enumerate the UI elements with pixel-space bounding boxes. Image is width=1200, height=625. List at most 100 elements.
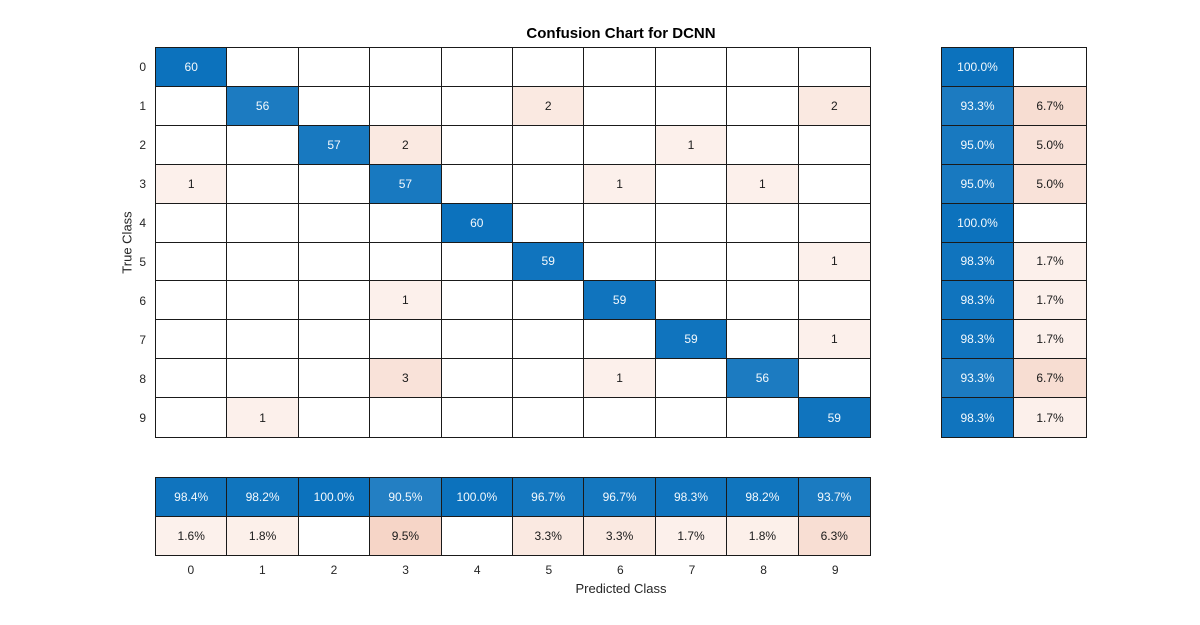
matrix-cell bbox=[513, 281, 585, 321]
column-summary: 98.4% 98.2% 100.0% 90.5% 100.0% 96.7% 96.7% 98.… bbox=[155, 477, 871, 556]
matrix-cell bbox=[227, 359, 299, 399]
matrix-cell bbox=[298, 320, 371, 360]
matrix-cell bbox=[441, 398, 513, 437]
matrix-cell bbox=[727, 86, 799, 126]
matrix-cell bbox=[441, 164, 513, 204]
col-summary-correct-cell: 90.5% bbox=[370, 478, 442, 517]
row-summary-incorrect-cell: 5.0% bbox=[1014, 125, 1086, 165]
chart-title: Confusion Chart for DCNN bbox=[526, 25, 716, 42]
matrix-cell: 1 bbox=[798, 320, 870, 360]
col-summary-incorrect-cell: 1.8% bbox=[227, 516, 299, 555]
y-tick-label: 8 bbox=[139, 372, 146, 387]
matrix-cell bbox=[227, 203, 299, 243]
x-tick-label: 9 bbox=[831, 563, 839, 577]
row-summary-correct-cell: 98.3% bbox=[942, 320, 1014, 360]
matrix-cell bbox=[655, 86, 728, 126]
matrix-cell: 60 bbox=[156, 48, 228, 87]
matrix-cell bbox=[513, 359, 585, 399]
matrix-cell bbox=[227, 242, 299, 282]
matrix-cell bbox=[727, 125, 799, 165]
matrix-cell bbox=[298, 398, 371, 437]
matrix-cell: 59 bbox=[513, 242, 585, 282]
matrix-cell bbox=[727, 320, 799, 360]
x-tick-label: 5 bbox=[545, 563, 553, 577]
x-axis-label: Predicted Class bbox=[575, 581, 667, 596]
x-tick-label: 4 bbox=[473, 563, 481, 577]
y-tick-label: 9 bbox=[139, 411, 146, 426]
matrix-cell bbox=[584, 320, 656, 360]
matrix-cell bbox=[370, 398, 442, 437]
matrix-cell bbox=[156, 242, 228, 282]
row-summary-incorrect-cell bbox=[1014, 203, 1086, 243]
matrix-cell: 57 bbox=[298, 125, 371, 165]
col-summary-correct-cell: 98.2% bbox=[227, 478, 299, 517]
matrix-cell: 1 bbox=[727, 164, 799, 204]
col-summary-correct-cell: 98.2% bbox=[727, 478, 799, 517]
row-summary-correct-cell: 98.3% bbox=[942, 242, 1014, 282]
col-summary-incorrect-cell bbox=[298, 516, 371, 555]
matrix-cell bbox=[513, 125, 585, 165]
col-summary-incorrect-cell: 6.3% bbox=[798, 516, 870, 555]
matrix-cell bbox=[584, 48, 656, 87]
matrix-cell bbox=[513, 320, 585, 360]
x-tick-label: 2 bbox=[330, 563, 338, 577]
matrix-cell bbox=[298, 281, 371, 321]
row-summary-incorrect-cell: 6.7% bbox=[1014, 86, 1086, 126]
matrix-cell bbox=[727, 398, 799, 437]
matrix-cell: 1 bbox=[584, 164, 656, 204]
matrix-cell bbox=[441, 48, 513, 87]
y-tick-label: 0 bbox=[139, 59, 146, 74]
row-summary-correct-cell: 93.3% bbox=[942, 359, 1014, 399]
matrix-cell bbox=[513, 203, 585, 243]
matrix-cell: 3 bbox=[370, 359, 442, 399]
matrix-cell bbox=[798, 281, 870, 321]
x-tick-label: 3 bbox=[402, 563, 409, 577]
matrix-cell bbox=[727, 242, 799, 282]
col-summary-incorrect-cell: 3.3% bbox=[513, 516, 585, 555]
matrix-cell bbox=[298, 359, 371, 399]
col-summary-correct-cell: 98.3% bbox=[655, 478, 728, 517]
matrix-cell: 60 bbox=[441, 203, 513, 243]
matrix-cell: 57 bbox=[370, 164, 442, 204]
matrix-cell bbox=[156, 398, 228, 437]
row-summary: 100.0% 93.3% 6.7% 95.0% 5.0% 95.0% 5.0% 100.0% 9… bbox=[941, 47, 1087, 438]
y-tick-label: 4 bbox=[139, 215, 146, 230]
y-tick-label: 6 bbox=[139, 294, 146, 309]
matrix-cell bbox=[798, 359, 870, 399]
row-summary-correct-cell: 98.3% bbox=[942, 281, 1014, 321]
matrix-cell bbox=[441, 242, 513, 282]
matrix-cell: 1 bbox=[798, 242, 870, 282]
matrix-cell bbox=[156, 86, 228, 126]
matrix-cell bbox=[655, 281, 728, 321]
matrix-cell bbox=[298, 86, 371, 126]
matrix-cell bbox=[298, 164, 371, 204]
y-tick-labels: 0 1 2 3 4 5 6 7 8 9 bbox=[96, 47, 146, 438]
matrix-cell bbox=[441, 320, 513, 360]
matrix-cell: 1 bbox=[156, 164, 228, 204]
y-tick-label: 5 bbox=[139, 255, 146, 270]
matrix-cell bbox=[298, 48, 371, 87]
row-summary-correct-cell: 95.0% bbox=[942, 125, 1014, 165]
matrix-cell bbox=[584, 125, 656, 165]
matrix-cell bbox=[298, 242, 371, 282]
matrix-cell: 2 bbox=[370, 125, 442, 165]
matrix-cell bbox=[655, 398, 728, 437]
matrix-cell bbox=[441, 125, 513, 165]
row-summary-incorrect-cell: 1.7% bbox=[1014, 320, 1086, 360]
matrix-cell bbox=[798, 48, 870, 87]
matrix-cell: 56 bbox=[727, 359, 799, 399]
matrix-cell: 56 bbox=[227, 86, 299, 126]
row-summary-incorrect-cell: 1.7% bbox=[1014, 281, 1086, 321]
matrix-cell bbox=[227, 125, 299, 165]
matrix-cell bbox=[584, 86, 656, 126]
x-tick-label: 1 bbox=[259, 563, 266, 577]
matrix-cell bbox=[655, 203, 728, 243]
y-tick-label: 7 bbox=[139, 333, 146, 348]
matrix-cell bbox=[370, 86, 442, 126]
matrix-cell bbox=[227, 164, 299, 204]
matrix-cell bbox=[156, 359, 228, 399]
matrix-cell bbox=[156, 281, 228, 321]
matrix-cell bbox=[370, 48, 442, 87]
matrix-cell: 1 bbox=[227, 398, 299, 437]
y-tick-label: 2 bbox=[139, 137, 146, 152]
